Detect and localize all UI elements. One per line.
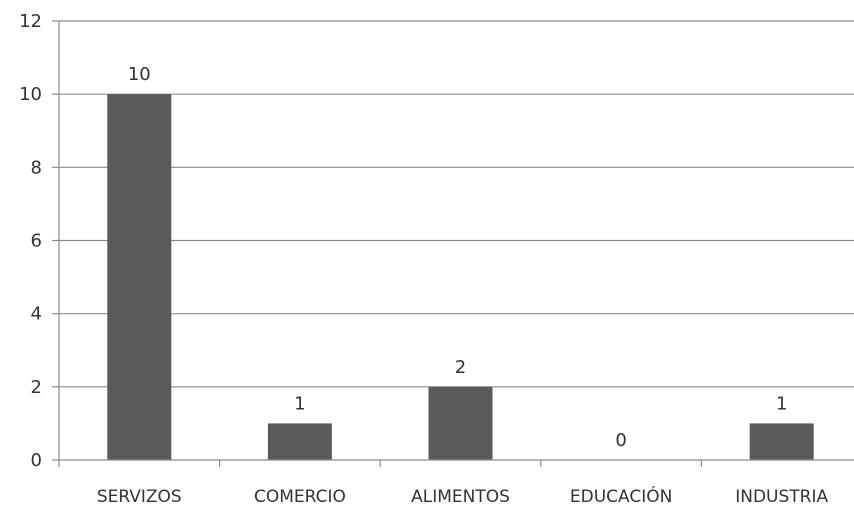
y-tick-label: 0 (31, 450, 42, 471)
category-label: EDUCACIÓN (570, 485, 672, 507)
data-label: 1 (776, 393, 787, 414)
y-tick-label: 10 (19, 84, 42, 105)
bar (749, 423, 814, 460)
gridlines (59, 20, 854, 388)
bar (428, 386, 493, 460)
y-tick-label: 6 (31, 231, 42, 252)
category-labels: SERVIZOS COMERCIO ALIMENTOS EDUCACIÓN INDUST… (97, 485, 829, 507)
category-label: ALIMENTOS (411, 487, 510, 507)
data-labels: 10 1 2 0 1 (128, 64, 788, 451)
category-label: SERVIZOS (97, 487, 182, 507)
data-label: 10 (128, 64, 151, 85)
y-tick-label: 2 (31, 377, 42, 398)
bar (107, 94, 172, 461)
data-label: 1 (294, 393, 305, 414)
category-label: INDUSTRIA (735, 487, 828, 507)
bar (267, 423, 332, 460)
data-label: 2 (455, 357, 466, 378)
y-tick-label: 8 (31, 157, 42, 178)
y-tick-label: 12 (19, 11, 42, 32)
category-label: COMERCIO (254, 487, 346, 507)
x-axis (58, 459, 854, 467)
bars (107, 94, 814, 461)
y-axis-tick-labels: 0 2 4 6 8 10 12 (19, 11, 60, 471)
data-label: 0 (615, 430, 626, 451)
y-tick-label: 4 (31, 304, 42, 325)
